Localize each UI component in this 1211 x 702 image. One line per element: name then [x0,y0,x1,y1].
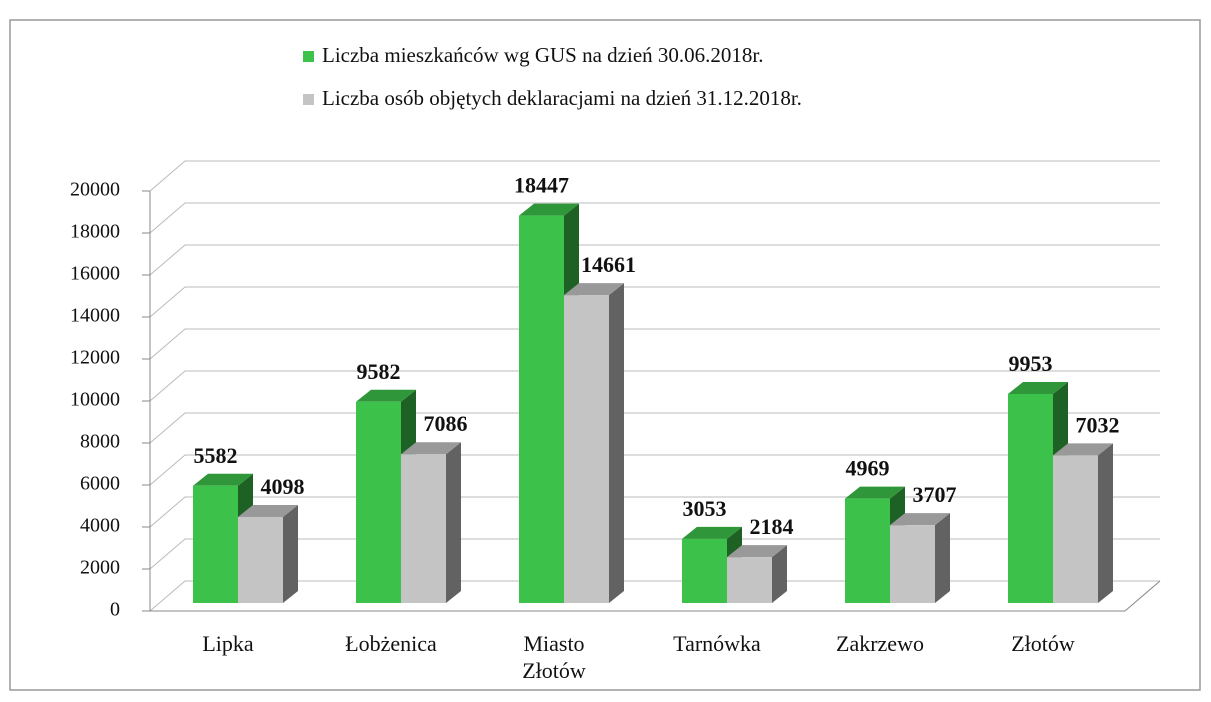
bar-top [238,504,298,517]
grid-line [149,496,1160,528]
bar-side [935,513,950,603]
grid-line [149,286,1160,318]
data-label: 9582 [357,359,401,384]
x-tick-label: Zakrzewo [836,631,924,656]
bar-side [1098,443,1113,603]
y-tick-label: 20000 [70,179,120,201]
grid-line [149,538,1160,570]
x-tick-label: Łobżenica [345,631,437,656]
bar-top [519,203,579,216]
bar-side [283,504,298,603]
legend-label: Liczba mieszkańców wg GUS na dzień 30.06… [322,43,763,67]
grid-line [149,580,1160,612]
bar-top [845,486,905,499]
data-label: 7086 [424,411,468,436]
grid-line [149,412,1160,444]
y-tick-label: 0 [110,599,120,621]
data-label: 3053 [683,496,727,521]
y-tick-label: 6000 [80,473,120,495]
y-tick-label: 10000 [70,389,120,411]
bar [564,295,609,603]
y-tick-label: 14000 [70,305,120,327]
grid-line [149,202,1160,234]
bar-top [890,513,950,526]
legend-swatch [303,94,314,105]
bar-top [401,442,461,455]
y-tick-label: 2000 [80,557,120,579]
frame [9,19,1201,691]
legend-label: Liczba osób objętych deklaracjami na dzi… [322,86,802,110]
bar [1008,393,1053,603]
data-label: 7032 [1076,412,1120,437]
x-tick-label: Lipka [202,631,254,656]
bar-top [193,473,253,486]
grid-line [149,328,1160,360]
bar [193,485,238,603]
y-tick-label: 8000 [80,431,120,453]
bar [890,525,935,603]
data-label: 4098 [261,474,305,499]
grid-line [149,160,1160,192]
bar [682,538,727,603]
bar-top [356,389,416,402]
data-label: 14661 [581,252,636,277]
y-tick-label: 16000 [70,263,120,285]
data-label: 4969 [846,456,890,481]
y-tick-label: 18000 [70,221,120,243]
legend-swatch [303,51,314,62]
bar-side [446,442,461,603]
x-tick-label: Miasto Złotów [522,631,586,683]
bar-top [1053,443,1113,456]
bar [727,557,772,603]
data-label: 5582 [194,443,238,468]
data-label: 9953 [1009,351,1053,376]
bar-top [1008,381,1068,394]
bar-side [772,545,787,603]
x-tick-label: Tarnówka [673,631,761,656]
data-label: 2184 [750,514,794,539]
bar [845,498,890,603]
grid-line [149,454,1160,486]
bar [519,215,564,603]
bar [401,454,446,603]
grid-line [149,244,1160,276]
bar-top [727,545,787,558]
y-tick-label: 4000 [80,515,120,537]
data-label: 18447 [514,173,569,198]
bar-top [564,283,624,296]
bar-top [682,526,742,539]
floor-edge [1124,580,1161,612]
x-tick-label: Złotów [1011,631,1075,656]
grid-line [149,370,1160,402]
bar [1053,455,1098,603]
bar [238,516,283,603]
bar-side [609,283,624,603]
bar [356,401,401,603]
data-label: 3707 [913,482,957,507]
y-tick-label: 12000 [70,347,120,369]
